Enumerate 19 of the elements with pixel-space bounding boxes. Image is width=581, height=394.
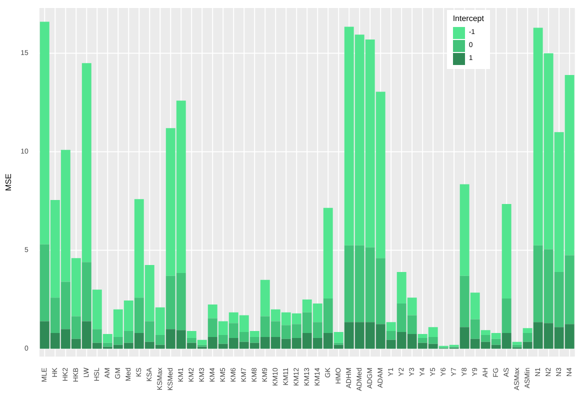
bar (334, 332, 344, 343)
bar (186, 338, 196, 343)
bar (92, 290, 102, 330)
bar (522, 328, 532, 334)
bar (512, 342, 522, 345)
bar (522, 333, 532, 342)
y-axis-title: MSE (4, 174, 14, 191)
bar (512, 344, 522, 348)
bar (208, 304, 218, 318)
bar (460, 184, 470, 276)
bar (502, 204, 512, 299)
bar (386, 322, 396, 332)
bar (186, 331, 196, 338)
bar (470, 292, 480, 320)
bar (502, 298, 512, 334)
bar (92, 329, 102, 343)
bar (197, 340, 207, 345)
legend-title: Intercept (452, 14, 484, 23)
bar (323, 208, 333, 299)
